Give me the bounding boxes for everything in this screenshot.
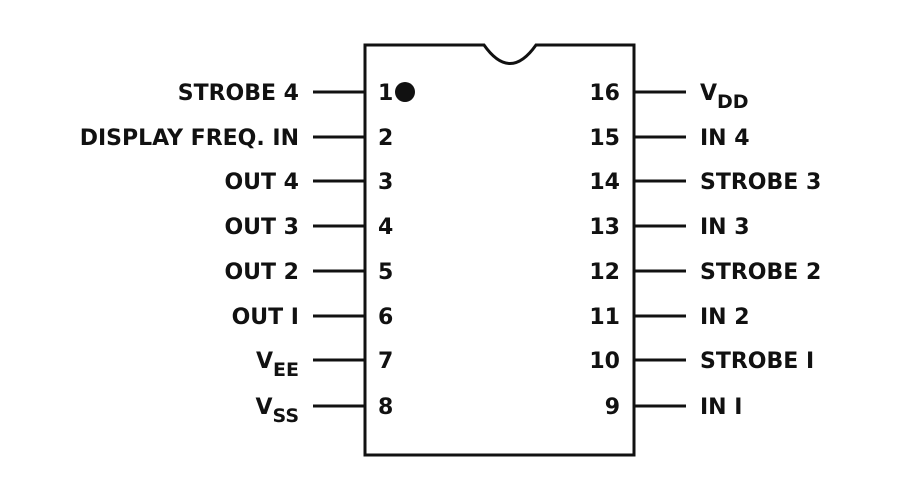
pin-2-label: DISPLAY FREQ. IN: [80, 126, 299, 151]
pin-12-label: STROBE 2: [700, 260, 821, 285]
pin-9-label: IN I: [700, 395, 742, 420]
pin-8-label: VSS: [255, 395, 299, 427]
pin-15-label: IN 4: [700, 126, 750, 151]
pins-layer: 1 STROBE 4 2 DISPLAY FREQ. IN 3 OUT 4 4 OUT 3 5 O…: [80, 81, 822, 427]
pin-9-number: 9: [605, 395, 620, 420]
pin-12-number: 12: [589, 260, 620, 285]
pin-5-number: 5: [378, 260, 393, 285]
pin-16-number: 16: [589, 81, 620, 106]
pin-1-label: STROBE 4: [178, 81, 299, 106]
pin-11-label: IN 2: [700, 305, 750, 330]
pin-4-number: 4: [378, 215, 393, 240]
pin-7-label: VEE: [256, 349, 299, 381]
pin-3-number: 3: [378, 170, 393, 195]
pin-1-number: 1: [378, 81, 393, 106]
pin-7-number: 7: [378, 349, 393, 374]
pin-10-number: 10: [589, 349, 620, 374]
chip-body: [363, 43, 636, 457]
pin-6-number: 6: [378, 305, 393, 330]
pin-5-label: OUT 2: [224, 260, 299, 285]
pin-3-label: OUT 4: [224, 170, 299, 195]
pin-8-number: 8: [378, 395, 393, 420]
pin-13-label: IN 3: [700, 215, 750, 240]
pin-16-label: VDD: [700, 81, 749, 113]
pin-13-number: 13: [589, 215, 620, 240]
pin-15-number: 15: [589, 126, 620, 151]
pin1-marker-dot: [395, 82, 415, 102]
pin-4-label: OUT 3: [224, 215, 299, 240]
pin-11-number: 11: [589, 305, 620, 330]
pin-2-number: 2: [378, 126, 393, 151]
pin-14-label: STROBE 3: [700, 170, 821, 195]
pin-14-number: 14: [589, 170, 620, 195]
pin-6-label: OUT I: [232, 305, 299, 330]
pin-10-label: STROBE I: [700, 349, 814, 374]
